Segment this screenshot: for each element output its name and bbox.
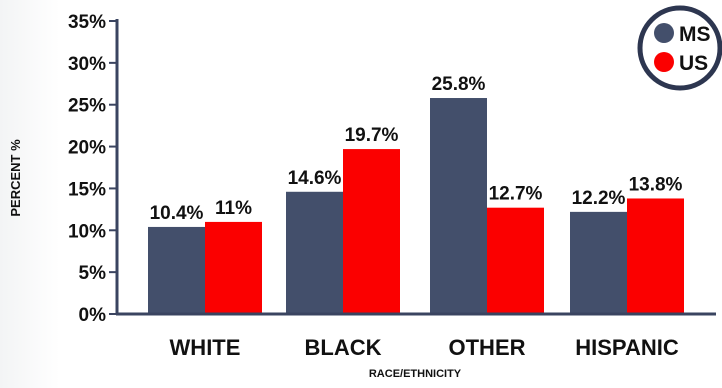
y-tick-label: 5% xyxy=(79,263,107,284)
data-label: 14.6% xyxy=(288,168,342,189)
x-tick-label: HISPANIC xyxy=(575,335,679,360)
bar-us-other xyxy=(487,207,544,314)
y-tick-label: 25% xyxy=(68,96,106,117)
bar-us-hispanic xyxy=(627,198,684,314)
data-label: 10.4% xyxy=(150,203,204,224)
bar-ms-other xyxy=(430,98,487,314)
y-tick-label: 10% xyxy=(68,221,106,242)
x-tick-label: WHITE xyxy=(170,335,241,360)
y-tick-label: 15% xyxy=(68,179,106,200)
data-label: 12.7% xyxy=(489,184,543,205)
data-label: 11% xyxy=(215,198,252,219)
x-axis-title: RACE/ETHNICITY xyxy=(369,368,462,380)
bars xyxy=(148,98,684,314)
x-axis: WHITE BLACK OTHER HISPANIC xyxy=(116,312,716,360)
bar-ms-hispanic xyxy=(570,211,627,314)
data-label: 12.2% xyxy=(572,188,626,209)
data-label: 25.8% xyxy=(432,74,486,95)
legend-swatch-us xyxy=(654,52,674,72)
data-label: 19.7% xyxy=(345,125,399,146)
bar-us-white xyxy=(205,221,262,314)
x-tick-label: BLACK xyxy=(305,335,382,360)
y-axis-title: PERCENT % xyxy=(8,139,23,217)
legend: MS US xyxy=(637,5,722,91)
legend-frame xyxy=(637,5,722,91)
legend-label-us: US xyxy=(679,52,708,75)
data-label: 13.8% xyxy=(629,174,683,195)
bar-ms-white xyxy=(148,226,205,314)
y-tick-label: 35% xyxy=(68,12,106,33)
y-tick-label: 20% xyxy=(68,138,106,159)
bar-ms-black xyxy=(286,191,343,314)
x-tick-label: OTHER xyxy=(449,335,526,360)
y-tick-label: 30% xyxy=(68,54,106,75)
legend-label-ms: MS xyxy=(679,23,711,46)
bar-us-black xyxy=(343,149,400,314)
data-labels: 10.4% 11% 14.6% 19.7% 25.8% 12.7% 12.2%13.8% xyxy=(150,74,683,224)
legend-swatch-ms xyxy=(654,23,674,43)
y-axis: 0% 5% 10% 15% 20% 25% 30% 35% xyxy=(68,12,119,326)
y-tick-label: 0% xyxy=(79,305,107,326)
